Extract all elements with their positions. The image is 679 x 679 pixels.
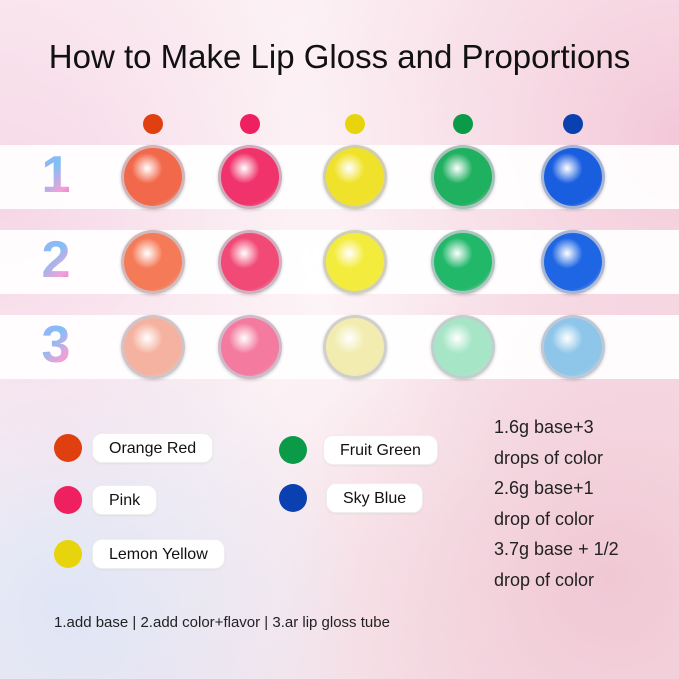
color-dot-sky-blue [563,114,583,134]
proportion-line: 1.6g base+3 [494,417,594,437]
legend-label: Fruit Green [323,435,438,465]
color-dot-lemon-yellow [345,114,365,134]
legend-label: Lemon Yellow [92,539,225,569]
steps-text: 1.add base | 2.add color+flavor | 3.ar l… [54,614,390,631]
gloss-jar [218,315,282,379]
gloss-jar [323,230,387,294]
legend-dot [54,540,82,568]
gloss-jar [218,145,282,209]
legend-label: Sky Blue [326,483,424,513]
color-dot-pink [240,114,260,134]
legend-label: Pink [92,485,158,515]
gloss-jar [431,230,495,294]
step-number: 1 [36,145,76,205]
color-dot-orange-red [143,114,163,134]
gloss-jar [218,230,282,294]
gloss-jar [541,145,605,209]
legend-label: Orange Red [92,433,214,463]
proportion-line: 2.6g base+1 [494,478,594,498]
legend-dot [54,434,82,462]
proportion-line: drop of color [494,508,595,529]
legend-dot [279,484,307,512]
gloss-jar [323,315,387,379]
legend-dot [54,486,82,514]
gloss-jar [121,315,185,379]
legend-dot [279,436,307,464]
gloss-jar [121,230,185,294]
gloss-jar [541,230,605,294]
step-number: 3 [36,315,76,375]
gloss-jar [431,145,495,209]
gloss-jar [323,145,387,209]
gloss-jar [541,315,605,379]
step-number: 2 [36,230,76,290]
gloss-jar [121,145,185,209]
proportion-line: drops of color [494,447,604,468]
gloss-jar [431,315,495,379]
page-title: How to Make Lip Gloss and Proportions [48,38,631,75]
proportion-line: drop of color [494,569,595,590]
proportion-line: 3.7g base + 1/2 [494,539,619,559]
color-dot-fruit-green [453,114,473,134]
